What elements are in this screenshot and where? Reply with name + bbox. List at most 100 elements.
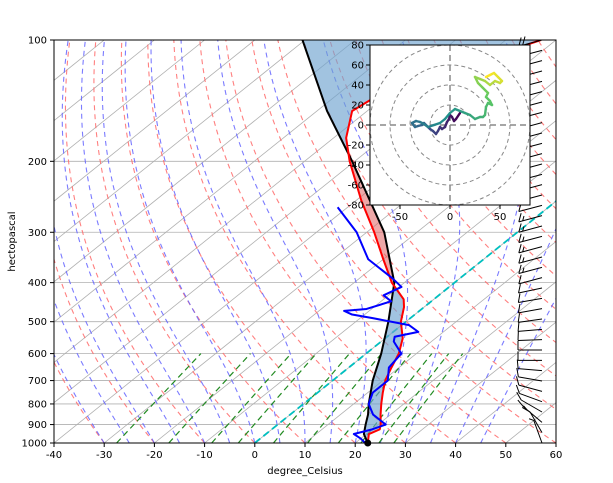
wind-barb [517, 322, 543, 332]
isotherm-gridline [54, 40, 155, 122]
wind-barb [517, 341, 542, 351]
hodograph-y-tick-label: 80 [351, 41, 364, 52]
moist-adiabat [80, 40, 206, 443]
hodograph-y-tick-label: 0 [358, 121, 364, 132]
isotherm-gridline [405, 321, 556, 443]
isotherm-gridline [54, 40, 406, 323]
hodograph-x-tick-label: 0 [447, 212, 453, 223]
x-tick-label: 40 [449, 450, 462, 461]
moist-adiabat [54, 353, 105, 443]
y-axis-label: hectopascal [7, 211, 18, 271]
wind-barb [517, 313, 543, 323]
dry-adiabat [93, 40, 256, 443]
moist-adiabat [101, 40, 231, 443]
y-tick-label: 1000 [22, 439, 47, 450]
y-tick-label: 500 [28, 317, 47, 328]
hodograph-trace-segment [454, 111, 462, 121]
dry-adiabat [225, 40, 507, 443]
x-tick-label: 60 [550, 450, 563, 461]
isotherm-gridline [555, 442, 556, 443]
y-tick-label: 600 [28, 349, 47, 360]
cape-shading [347, 152, 395, 284]
x-tick-label: 0 [252, 450, 258, 461]
y-tick-label: 100 [28, 36, 47, 47]
wind-barb [517, 399, 543, 423]
cin-shading [302, 40, 541, 153]
wind-barb [518, 244, 543, 254]
wind-barb [518, 223, 543, 233]
mixing-ratio-line [393, 353, 464, 443]
x-tick-label: -20 [146, 450, 162, 461]
dry-adiabat [277, 40, 556, 410]
hodograph-y-tick-label: -80 [348, 201, 364, 212]
wind-barb [517, 351, 542, 361]
mixing-ratio-line [360, 353, 433, 443]
isotherm-gridline [354, 281, 556, 443]
y-tick-label: 900 [28, 420, 47, 431]
wind-barb [516, 367, 543, 382]
moist-adiabat [429, 40, 527, 443]
moist-adiabat [263, 40, 367, 443]
wind-barb [518, 284, 543, 294]
wind-barb [516, 359, 543, 372]
moist-adiabat [54, 223, 155, 443]
moist-adiabat [217, 40, 334, 443]
wind-barb [518, 233, 543, 244]
dry-adiabat [590, 40, 613, 443]
dry-adiabat [54, 257, 155, 443]
moist-adiabat [322, 40, 409, 443]
wind-barb [516, 376, 543, 392]
x-tick-label: 30 [399, 450, 412, 461]
dry-adiabat [564, 40, 613, 443]
isotherm-gridline [154, 120, 556, 443]
mixing-ratio-line [378, 353, 450, 443]
wind-barb [528, 418, 543, 444]
wind-barb [517, 331, 543, 342]
hodograph-x-tick-label: 50 [494, 212, 507, 223]
mixing-ratio-line [168, 353, 251, 443]
y-tick-label: 800 [28, 399, 47, 410]
x-tick-label: 10 [299, 450, 312, 461]
hodograph-trace-segment [443, 111, 452, 121]
isotherm-gridline [54, 40, 356, 283]
dry-adiabat [199, 40, 456, 443]
hodograph-y-tick-label: 60 [351, 61, 364, 72]
isotherm-gridline [54, 40, 306, 243]
parcel-profile-line [301, 40, 396, 443]
dry-adiabat [251, 40, 556, 443]
hodograph-trace-segment [484, 73, 492, 79]
y-tick-label: 200 [28, 157, 47, 168]
isotherm-gridline [54, 40, 256, 202]
x-tick-label: -40 [46, 450, 62, 461]
dry-adiabat [120, 40, 306, 443]
x-tick-label: 20 [349, 450, 362, 461]
x-tick-label: 50 [499, 450, 512, 461]
wind-barb [517, 293, 543, 303]
dewpoint-line [336, 206, 420, 443]
hodograph-y-tick-label: -20 [348, 141, 364, 152]
x-axis-label: degree_Celsius [267, 466, 343, 477]
zero-isotherm [254, 200, 556, 443]
wind-barb [518, 275, 543, 285]
y-tick-label: 300 [28, 228, 47, 239]
hodograph-trace-segment [480, 85, 490, 95]
isotherm-gridline [0, 40, 4, 443]
moist-adiabat [480, 297, 556, 443]
x-tick-label: -10 [196, 450, 212, 461]
x-tick-label: -30 [96, 450, 112, 461]
hodograph-y-tick-label: -40 [348, 161, 364, 172]
wind-barb [518, 213, 543, 223]
moist-adiabat [61, 40, 180, 443]
mixing-ratio-line [337, 353, 412, 443]
dry-adiabat [537, 40, 556, 68]
isotherm-gridline [455, 361, 556, 443]
dry-adiabat [64, 40, 206, 443]
moist-adiabat [150, 40, 281, 443]
hodograph-inset: -50 0 50 80 60 40 20 0 -20 -40 -60 -80 [348, 41, 531, 223]
moist-adiabat [54, 298, 130, 443]
dry-adiabat [54, 360, 105, 443]
mixing-ratio-line [116, 353, 202, 443]
wind-barb [518, 254, 543, 264]
wind-barb [518, 264, 543, 275]
isotherm-gridline [54, 40, 205, 162]
